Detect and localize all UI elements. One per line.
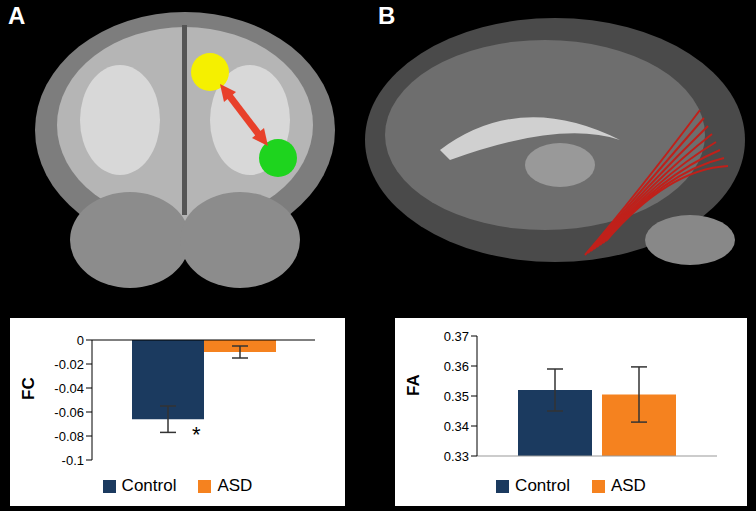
svg-text:0: 0 bbox=[77, 333, 84, 348]
svg-text:FA: FA bbox=[404, 374, 423, 396]
svg-text:0.33: 0.33 bbox=[444, 449, 469, 464]
html-text:A: A bbox=[8, 2, 26, 29]
svg-text:-0.08: -0.08 bbox=[54, 429, 84, 444]
svg-text:0.34: 0.34 bbox=[444, 419, 469, 434]
svg-text:-0.04: -0.04 bbox=[54, 381, 84, 396]
html-text:B: B bbox=[378, 2, 396, 29]
html-text:ASD: ASD bbox=[610, 476, 646, 495]
svg-text:-0.02: -0.02 bbox=[54, 357, 84, 372]
svg-text:0.36: 0.36 bbox=[444, 359, 469, 374]
svg-text:0.37: 0.37 bbox=[444, 329, 469, 344]
html-text:Control: Control bbox=[121, 476, 177, 495]
svg-text:0.35: 0.35 bbox=[444, 389, 469, 404]
svg-text:FC: FC bbox=[19, 377, 38, 400]
svg-text:-0.06: -0.06 bbox=[54, 405, 84, 420]
html-text:ASD: ASD bbox=[217, 476, 253, 495]
html-text:Control: Control bbox=[515, 476, 570, 495]
svg-text:-0.1: -0.1 bbox=[62, 453, 84, 468]
